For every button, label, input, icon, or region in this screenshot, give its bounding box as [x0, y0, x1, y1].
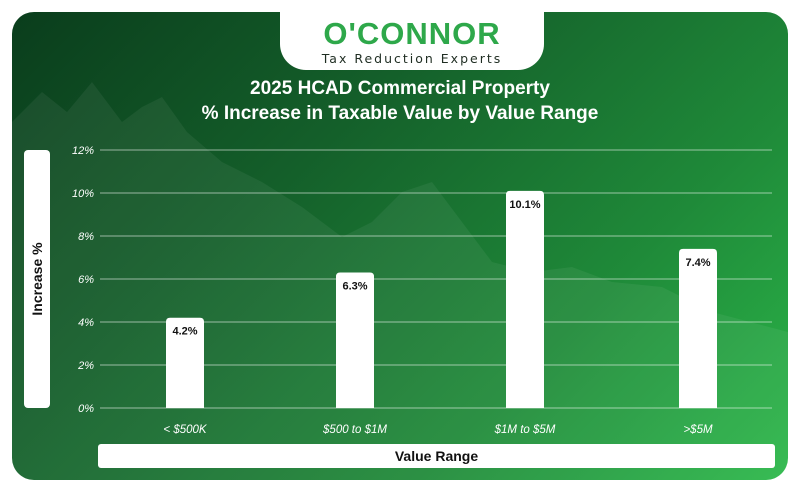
y-tick-label: 0% — [78, 403, 94, 415]
data-label: 10.1% — [509, 199, 540, 211]
logo-tagline: Tax Reduction Experts — [321, 51, 503, 66]
x-tick-label: < $500K — [163, 424, 207, 436]
y-axis-label-box — [24, 150, 50, 408]
y-tick-label: 8% — [78, 231, 94, 243]
x-axis-label: Value Range — [98, 444, 775, 468]
data-label: 6.3% — [342, 281, 367, 293]
bar — [679, 248, 717, 408]
y-tick-label: 12% — [72, 145, 94, 157]
chart-title-line2: % Increase in Taxable Value by Value Ran… — [201, 103, 599, 124]
bar — [506, 190, 544, 408]
data-label: 4.2% — [172, 326, 197, 338]
bar — [336, 272, 374, 408]
y-tick-label: 10% — [72, 188, 94, 200]
y-tick-label: 2% — [77, 360, 94, 372]
chart-title-line1: 2025 HCAD Commercial Property — [250, 78, 550, 99]
y-tick-label: 4% — [78, 317, 94, 329]
chart-card: O'CONNOR Tax Reduction Experts — [12, 12, 788, 480]
x-tick-label: $500 to $1M — [322, 424, 387, 436]
data-label: 7.4% — [685, 257, 710, 269]
y-tick-label: 6% — [78, 274, 94, 286]
logo: O'CONNOR Tax Reduction Experts — [280, 12, 544, 70]
x-tick-label: $1M to $5M — [494, 424, 556, 436]
background-waves — [12, 82, 788, 480]
x-tick-label: >$5M — [683, 424, 713, 436]
logo-name: O'CONNOR — [323, 16, 501, 51]
bar — [166, 317, 204, 408]
